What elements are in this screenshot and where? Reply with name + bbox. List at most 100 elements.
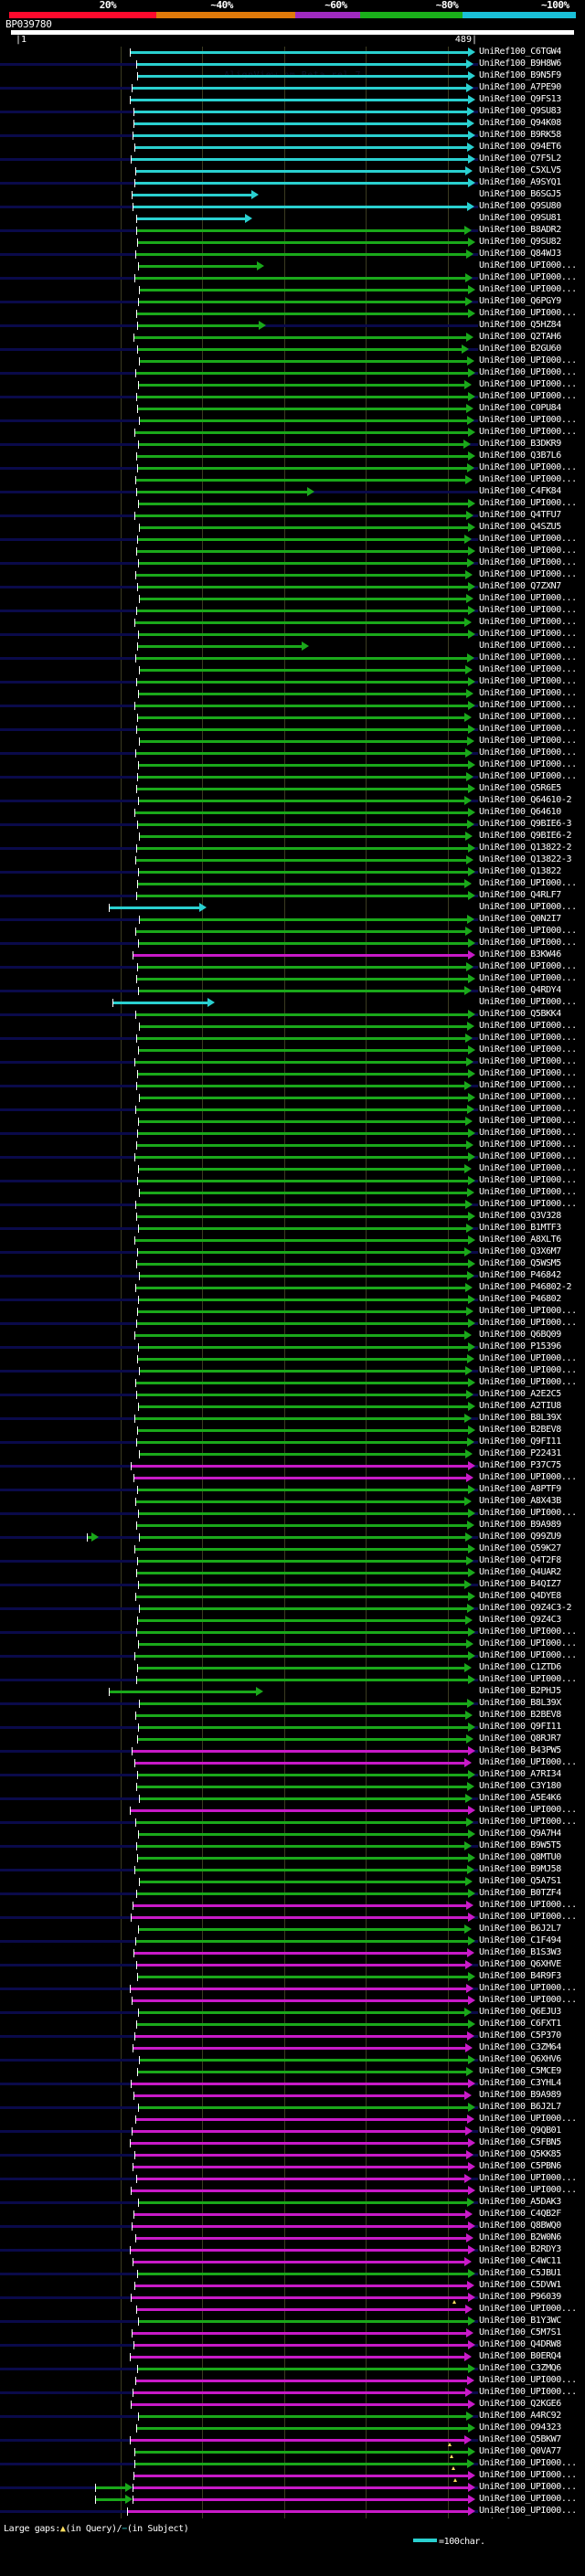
hsp-bar[interactable] [138,2071,466,2073]
alignment-row[interactable]: UniRef100_UPI000... [0,1199,585,1211]
alignment-row[interactable]: UniRef100_C1ZTD6 [0,1662,585,1674]
alignment-row[interactable]: UniRef100_UPI000... [0,1817,585,1829]
alignment-row[interactable]: UniRef100_B8ADR2 [0,225,585,237]
alignment-row[interactable]: UniRef100_C6TGW4 [0,47,585,58]
subject-label[interactable]: UniRef100_Q9SU82 [479,237,561,247]
alignment-row[interactable]: UniRef100_Q9QB01 [0,2125,585,2137]
subject-label[interactable]: UniRef100_UPI000... [479,1674,577,1684]
hsp-bar[interactable] [139,2415,466,2418]
hsp-bar[interactable] [134,2213,465,2216]
subject-label[interactable]: UniRef100_C1ZTD6 [479,1662,561,1672]
hsp-bar[interactable] [138,408,466,410]
hsp-bar[interactable] [136,859,466,862]
hsp-bar[interactable] [134,2344,468,2347]
subject-label[interactable]: UniRef100_UPI000... [479,2185,577,2195]
hsp-bar[interactable] [137,610,468,612]
alignment-row[interactable]: UniRef100_UPI000... [0,1627,585,1638]
subject-label[interactable]: UniRef100_UPI000... [479,1092,577,1102]
alignment-row[interactable]: UniRef100_UPI000... [0,308,585,320]
alignment-row[interactable]: UniRef100_Q59K27 [0,1543,585,1555]
alignment-row[interactable]: UniRef100_Q9FI11 [0,1722,585,1733]
hsp-bar[interactable] [134,2094,464,2097]
alignment-row[interactable]: UniRef100_UPI000... [0,1306,585,1318]
alignment-row[interactable]: UniRef100_A2TIU8 [0,1401,585,1413]
subject-label[interactable]: UniRef100_UPI000... [479,1151,577,1161]
alignment-row[interactable]: UniRef100_UPI000... [0,2470,585,2482]
hsp-bar[interactable] [139,1120,465,1123]
subject-label[interactable]: UniRef100_UPI000... [479,1757,577,1767]
hsp-bar[interactable] [133,2225,468,2228]
subject-label[interactable]: UniRef100_Q9BIE6-3 [479,819,572,829]
hsp-bar[interactable] [139,443,463,446]
subject-label[interactable]: UniRef100_Q6XHV6 [479,2054,561,2064]
subject-label[interactable]: UniRef100_A9SYQ1 [479,177,561,187]
subject-label[interactable]: UniRef100_C3ZMQ6 [479,2363,561,2373]
subject-label[interactable]: UniRef100_Q9FI11 [479,1436,561,1447]
subject-label[interactable]: UniRef100_Q94ET6 [479,142,561,152]
hsp-bar[interactable] [137,491,307,493]
hsp-bar[interactable] [133,1904,466,1907]
alignment-row[interactable]: UniRef100_B2BEV8 [0,1710,585,1722]
subject-label[interactable]: UniRef100_UPI000... [479,474,577,484]
alignment-row[interactable]: UniRef100_UPI000... [0,736,585,747]
alignment-row[interactable]: UniRef100_B9A989 [0,1520,585,1532]
alignment-row[interactable]: UniRef100_Q4DYE8 [0,1591,585,1603]
alignment-row[interactable]: UniRef100_Q9A7H4 [0,1829,585,1840]
hsp-bar[interactable] [135,1061,466,1064]
hsp-bar[interactable] [138,348,462,351]
hsp-bar[interactable] [135,811,468,814]
alignment-row[interactable]: UniRef100_UPI000... [0,1080,585,1092]
subject-label[interactable]: UniRef100_B8L39X [479,1413,561,1423]
subject-label[interactable]: UniRef100_Q9Z4C3-2 [479,1603,572,1613]
subject-label[interactable]: UniRef100_A7RI34 [479,1769,561,1779]
subject-label[interactable]: UniRef100_UPI000... [479,2375,577,2385]
hsp-bar[interactable] [139,2011,464,2014]
alignment-row[interactable]: UniRef100_C3YHL4 [0,2078,585,2090]
hsp-bar[interactable] [140,1536,465,1539]
hsp-bar[interactable] [138,1073,468,1076]
alignment-row[interactable]: UniRef100_C6FXT1 [0,2019,585,2030]
alignment-row[interactable]: UniRef100_UPI000... [0,1900,585,1912]
alignment-row[interactable]: UniRef100_Q5KK85 [0,2149,585,2161]
alignment-row[interactable]: UniRef100_C4WC11 [0,2256,585,2268]
subject-label[interactable]: UniRef100_UPI000... [479,747,577,758]
alignment-row[interactable]: UniRef100_Q5BKW7 [0,2434,585,2446]
subject-label[interactable]: UniRef100_UPI000... [479,1377,577,1387]
alignment-row[interactable]: UniRef100_Q9SU82 [0,237,585,249]
hsp-bar[interactable] [136,1595,468,1598]
alignment-row[interactable]: UniRef100_UPI000... [0,1365,585,1377]
hsp-bar[interactable] [138,716,464,719]
subject-label[interactable]: UniRef100_C5FBN5 [479,2137,561,2147]
alignment-row[interactable]: UniRef100_Q9SU80 [0,201,585,213]
alignment-row[interactable]: UniRef100_UPI000... [0,1508,585,1520]
hsp-bar[interactable] [133,206,467,208]
hsp-bar[interactable] [138,2273,468,2275]
hsp-bar[interactable] [140,1097,468,1099]
subject-label[interactable]: UniRef100_UPI000... [479,2506,577,2516]
hsp-bar[interactable] [134,2475,468,2477]
alignment-row[interactable]: UniRef100_UPI000... [0,1318,585,1330]
subject-label[interactable]: UniRef100_Q4UAR2 [479,1567,561,1577]
hsp-bar[interactable] [138,1857,468,1860]
alignment-row[interactable]: UniRef100_Q7F5L2 [0,154,585,165]
hsp-bar[interactable] [140,740,467,743]
hsp-bar[interactable] [133,954,468,957]
alignment-row[interactable]: UniRef100_C5XLV5 [0,165,585,177]
hsp-bar[interactable] [133,2486,468,2489]
alignment-row[interactable]: UniRef100_A7PE90 [0,82,585,94]
subject-label[interactable]: UniRef100_UPI000... [479,997,577,1007]
alignment-row[interactable]: UniRef100_B9W5T5 [0,1840,585,1852]
hsp-bar[interactable] [134,111,467,113]
subject-label[interactable]: UniRef100_Q2KGE6 [479,2399,561,2409]
alignment-row[interactable]: UniRef100_Q8BWQ0 [0,2221,585,2232]
alignment-row[interactable]: UniRef100_B1S3W3 [0,1947,585,1959]
subject-label[interactable]: UniRef100_B2RDY3 [479,2244,561,2254]
alignment-row[interactable]: UniRef100_UPI000... [0,2375,585,2387]
hsp-bar[interactable] [140,1025,467,1028]
subject-label[interactable]: UniRef100_Q64610-2 [479,795,572,805]
alignment-row[interactable]: UniRef100_C4FK84 [0,486,585,498]
alignment-row[interactable]: UniRef100_UPI000... [0,557,585,569]
hsp-bar[interactable] [139,1299,468,1301]
alignment-row[interactable]: UniRef100_B4R9F3 [0,1971,585,1983]
hsp-bar[interactable] [140,1192,467,1194]
